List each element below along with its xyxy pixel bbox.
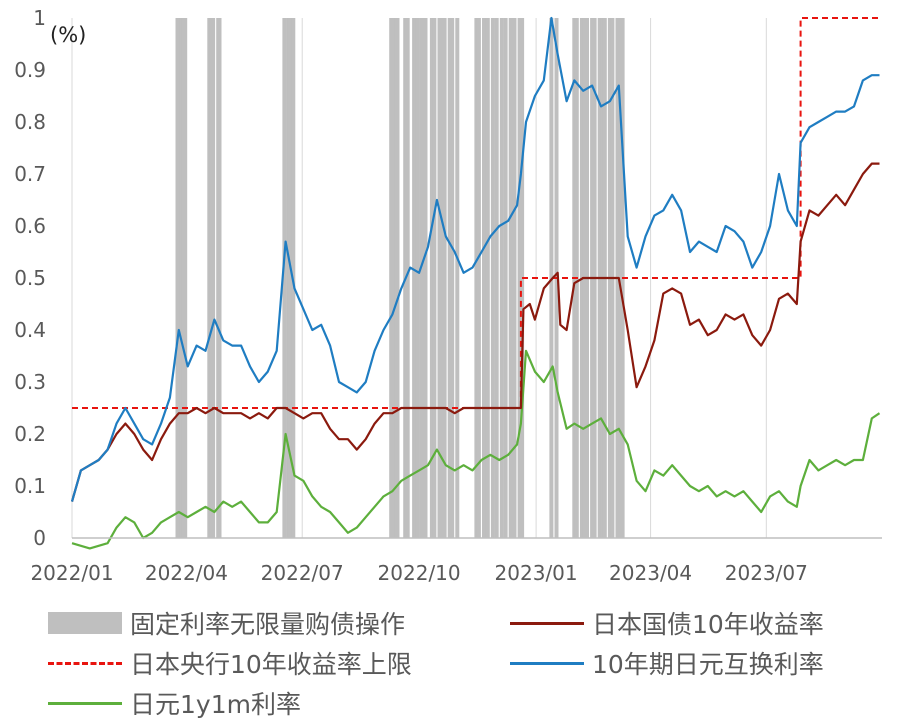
operation-band bbox=[389, 18, 394, 538]
x-tick-labels: 2022/01 2022/04 2022/07 2022/10 2023/01 2023/… bbox=[30, 561, 807, 585]
operation-band bbox=[474, 18, 479, 538]
operation-band bbox=[508, 18, 513, 538]
legend-label: 日本央行10年收益率上限 bbox=[130, 650, 412, 679]
legend-swatch-cap bbox=[48, 656, 122, 670]
operation-band bbox=[419, 18, 424, 538]
operation-band bbox=[485, 18, 490, 538]
legend-label: 日本国债10年收益率 bbox=[592, 610, 824, 639]
legend-label: 10年期日元互换利率 bbox=[592, 650, 824, 679]
y-tick-label: 0.3 bbox=[14, 370, 46, 394]
operation-band bbox=[447, 18, 452, 538]
y-tick-label: 0.6 bbox=[14, 214, 46, 238]
y-tick-label: 0.8 bbox=[14, 110, 46, 134]
y-tick-labels: 0 0.1 0.2 0.3 0.4 0.5 0.6 0.7 0.8 0.9 1 bbox=[14, 6, 46, 550]
x-tick-label: 2023/04 bbox=[609, 561, 692, 585]
operation-band bbox=[183, 18, 188, 538]
series-line-0 bbox=[70, 162, 880, 502]
operation-band bbox=[405, 18, 410, 538]
operation-band bbox=[429, 18, 434, 538]
operation-band bbox=[512, 18, 517, 538]
y-tick-label: 0 bbox=[33, 526, 46, 550]
legend-item-swap10y: 10年期日元互换利率 bbox=[510, 643, 824, 683]
x-tick-label: 2022/07 bbox=[261, 561, 344, 585]
operation-band bbox=[442, 18, 447, 538]
operation-band bbox=[450, 18, 455, 538]
legend-item-jgb10y: 日本国债10年收益率 bbox=[510, 603, 824, 643]
operation-band bbox=[476, 18, 481, 538]
operation-band bbox=[211, 18, 216, 538]
operation-band bbox=[503, 18, 508, 538]
y-tick-label: 0.2 bbox=[14, 422, 46, 446]
legend-swatch-1y1m bbox=[48, 696, 122, 710]
legend-item-cap: 日本央行10年收益率上限 bbox=[48, 643, 412, 683]
legend-swatch-swap10y bbox=[510, 656, 584, 670]
operation-band bbox=[494, 18, 499, 538]
x-tick-label: 2022/04 bbox=[145, 561, 228, 585]
x-tick-label: 2022/10 bbox=[378, 561, 461, 585]
series-line-3 bbox=[71, 349, 881, 550]
y-tick-label: 0.7 bbox=[14, 162, 46, 186]
operation-band bbox=[395, 18, 400, 538]
operation-band bbox=[432, 18, 437, 538]
series-line-2 bbox=[70, 16, 880, 502]
operation-band bbox=[499, 18, 504, 538]
y-tick-label: 0.4 bbox=[14, 318, 46, 342]
operation-band bbox=[282, 18, 287, 538]
chart-canvas: 00.10.20.30.40.50.60.70.80.91 2022/01 202… bbox=[14, 6, 882, 585]
operation-band bbox=[440, 18, 444, 538]
legend-swatch-jgb10y bbox=[510, 616, 584, 630]
legend-swatch-operations bbox=[48, 612, 122, 634]
y-tick-label: 0.9 bbox=[14, 58, 46, 82]
legend-label: 固定利率无限量购债操作 bbox=[130, 610, 406, 639]
operation-band bbox=[517, 18, 522, 538]
legend-label: 日元1y1m利率 bbox=[130, 690, 301, 719]
legend-item-1y1m: 日元1y1m利率 bbox=[48, 683, 301, 723]
operation-band bbox=[423, 18, 428, 538]
x-tick-label: 2023/07 bbox=[725, 561, 808, 585]
y-tick-label: 0.5 bbox=[14, 266, 46, 290]
x-tick-label: 2023/01 bbox=[495, 561, 578, 585]
operation-band bbox=[618, 18, 623, 538]
operation-band bbox=[415, 18, 420, 538]
operation-band bbox=[482, 18, 486, 538]
operation-band bbox=[175, 18, 180, 538]
operation-band bbox=[437, 18, 442, 538]
legend: 固定利率无限量购债操作 日本国债10年收益率 日本央行10年收益率上限 10年期… bbox=[40, 595, 900, 725]
y-unit-label: (%) bbox=[50, 23, 86, 47]
y-tick-label: 0.1 bbox=[14, 474, 46, 498]
y-tick-label: 1 bbox=[33, 6, 46, 30]
operation-band bbox=[490, 18, 495, 538]
x-tick-label: 2022/01 bbox=[30, 561, 113, 585]
series-lines bbox=[70, 16, 881, 550]
operation-band bbox=[455, 18, 460, 538]
operation-band bbox=[217, 18, 222, 538]
legend-item-operations: 固定利率无限量购债操作 bbox=[48, 603, 405, 643]
operation-band bbox=[413, 18, 418, 538]
